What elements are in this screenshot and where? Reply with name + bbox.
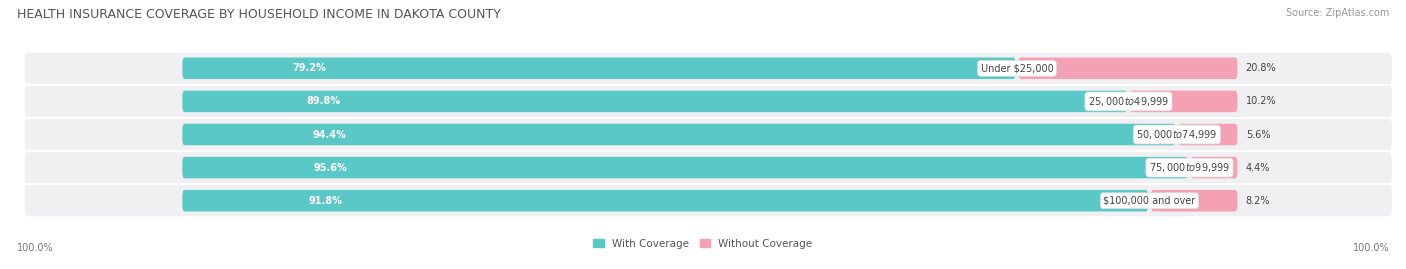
Text: Under $25,000: Under $25,000 (980, 63, 1053, 73)
FancyBboxPatch shape (183, 124, 1175, 145)
Text: 94.4%: 94.4% (312, 129, 346, 140)
Text: 10.2%: 10.2% (1246, 96, 1277, 107)
FancyBboxPatch shape (183, 157, 1188, 178)
Text: 5.6%: 5.6% (1246, 129, 1270, 140)
FancyBboxPatch shape (24, 86, 1392, 117)
FancyBboxPatch shape (24, 119, 1392, 150)
Text: Source: ZipAtlas.com: Source: ZipAtlas.com (1285, 8, 1389, 18)
FancyBboxPatch shape (183, 91, 1126, 112)
Legend: With Coverage, Without Coverage: With Coverage, Without Coverage (589, 235, 817, 253)
Text: $75,000 to $99,999: $75,000 to $99,999 (1149, 161, 1230, 174)
FancyBboxPatch shape (1018, 58, 1237, 79)
Text: 95.6%: 95.6% (314, 162, 347, 173)
FancyBboxPatch shape (24, 53, 1392, 84)
Text: 100.0%: 100.0% (1353, 243, 1389, 253)
Text: 100.0%: 100.0% (17, 243, 53, 253)
FancyBboxPatch shape (183, 190, 1147, 211)
Text: $25,000 to $49,999: $25,000 to $49,999 (1088, 95, 1168, 108)
FancyBboxPatch shape (183, 58, 1015, 79)
FancyBboxPatch shape (1191, 157, 1237, 178)
FancyBboxPatch shape (24, 152, 1392, 183)
FancyBboxPatch shape (1152, 190, 1237, 211)
Text: 20.8%: 20.8% (1246, 63, 1277, 73)
FancyBboxPatch shape (24, 185, 1392, 216)
Text: HEALTH INSURANCE COVERAGE BY HOUSEHOLD INCOME IN DAKOTA COUNTY: HEALTH INSURANCE COVERAGE BY HOUSEHOLD I… (17, 8, 501, 21)
Text: $50,000 to $74,999: $50,000 to $74,999 (1136, 128, 1218, 141)
Text: 4.4%: 4.4% (1246, 162, 1270, 173)
Text: 8.2%: 8.2% (1246, 196, 1270, 206)
Text: 79.2%: 79.2% (292, 63, 326, 73)
FancyBboxPatch shape (1130, 91, 1237, 112)
Text: $100,000 and over: $100,000 and over (1104, 196, 1195, 206)
Text: 89.8%: 89.8% (307, 96, 340, 107)
FancyBboxPatch shape (1178, 124, 1237, 145)
Text: 91.8%: 91.8% (309, 196, 343, 206)
